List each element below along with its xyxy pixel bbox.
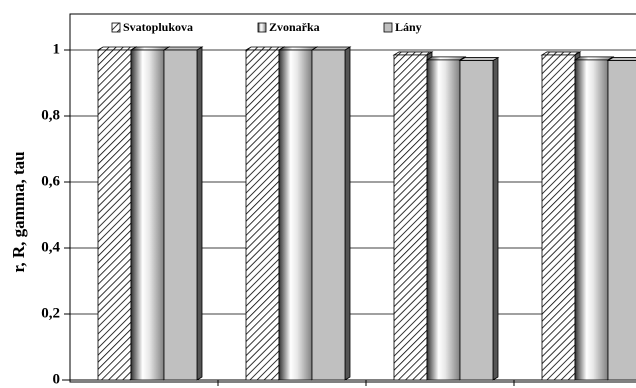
bar bbox=[541, 54, 576, 381]
bar-side bbox=[344, 46, 351, 381]
bar bbox=[311, 49, 346, 381]
bar-side bbox=[196, 46, 203, 381]
bar-top bbox=[96, 46, 138, 51]
bar-top bbox=[606, 57, 636, 61]
bar bbox=[607, 60, 636, 381]
bar-top bbox=[310, 46, 352, 51]
y-tick-label: 0,2 bbox=[41, 305, 60, 321]
bar bbox=[163, 49, 198, 381]
y-tick-label: 0,4 bbox=[41, 239, 60, 255]
y-tick-label: 1 bbox=[53, 41, 61, 57]
bar-top bbox=[277, 46, 319, 51]
bar-top bbox=[244, 46, 286, 51]
bar-top bbox=[129, 46, 171, 51]
bar bbox=[459, 60, 494, 381]
legend-swatch bbox=[111, 22, 121, 33]
bar-top bbox=[392, 51, 434, 56]
legend-label: Svatopluk­ova bbox=[123, 20, 193, 34]
y-tick-label: 0,8 bbox=[41, 107, 60, 123]
bar-side bbox=[492, 56, 499, 381]
legend-label: Zvonařka bbox=[269, 20, 320, 34]
bar-top bbox=[540, 51, 582, 56]
bar bbox=[245, 49, 280, 381]
y-axis-label: r, R, gamma, tau bbox=[9, 151, 28, 272]
legend-label: Lány bbox=[395, 20, 422, 34]
bar-top bbox=[162, 46, 204, 51]
y-tick-label: 0 bbox=[53, 371, 61, 387]
legend-swatch bbox=[383, 22, 393, 33]
bar bbox=[426, 59, 461, 381]
y-tick-label: 0,6 bbox=[41, 173, 60, 189]
bar-top bbox=[425, 56, 467, 61]
legend-swatch bbox=[257, 22, 267, 33]
bar bbox=[393, 54, 428, 381]
bar bbox=[278, 49, 313, 381]
bar-top bbox=[458, 57, 500, 61]
bar bbox=[130, 49, 165, 381]
bar-top bbox=[573, 56, 615, 61]
bar bbox=[574, 59, 609, 381]
bar bbox=[97, 49, 132, 381]
